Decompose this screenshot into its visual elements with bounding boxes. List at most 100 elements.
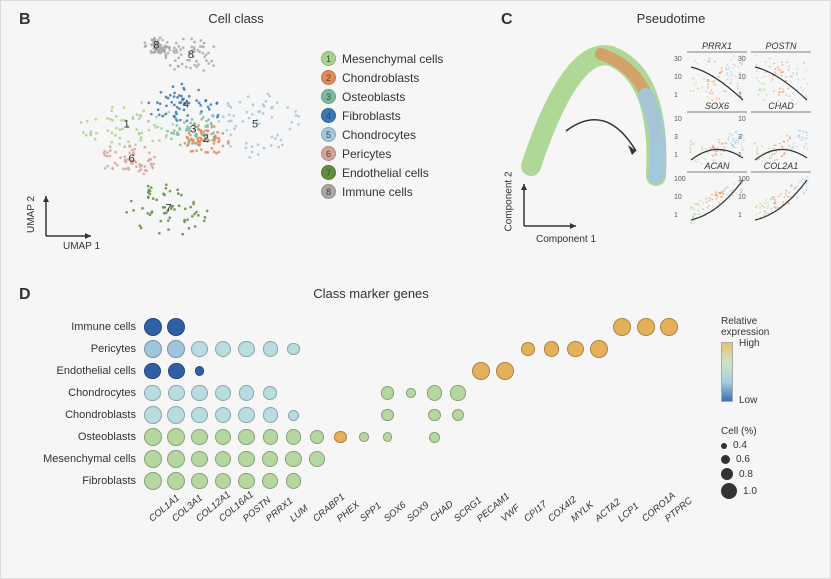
size-legend-row: 1.0 [721, 483, 811, 499]
size-legend-dot [721, 455, 730, 464]
dotplot-dot [238, 473, 255, 490]
dotplot-dot [144, 450, 162, 468]
legend-swatch: 8 [321, 184, 336, 199]
dotplot-dot [383, 432, 393, 442]
legend-item: 8 Immune cells [321, 184, 501, 199]
dotplot-dot [637, 318, 655, 336]
dotplot-dot [144, 340, 162, 358]
size-legend-row: 0.8 [721, 468, 811, 480]
panel-c-title: Pseudotime [531, 11, 811, 26]
mini-ytick: 1 [738, 92, 742, 99]
expression-low: Low [739, 395, 760, 406]
legend-swatch: 3 [321, 89, 336, 104]
dotplot-dot [262, 451, 279, 468]
mini-ytick: 30 [674, 56, 682, 63]
dotplot-dot [544, 341, 559, 356]
dotplot-dot [144, 428, 162, 446]
legend-label: Chondroblasts [342, 71, 419, 85]
dotplot-dot [215, 473, 232, 490]
dotplot-dot [334, 431, 346, 443]
dotplot-dot [381, 386, 395, 400]
svg-text:8: 8 [188, 49, 194, 61]
legend-item: 2Chondroblasts [321, 70, 501, 85]
gene-mini-plots: PRRX130101POSTN30101SOX61031CHAD1031ACAN… [687, 51, 811, 227]
dotplot-dot [381, 409, 393, 421]
mini-plot: COL2A1100101 [751, 171, 811, 173]
expression-legend: Relative expression High Low [721, 316, 811, 406]
dotplot-dot [167, 318, 185, 336]
dotplot-gene-label: SOX9 [405, 500, 431, 525]
dotplot-dot [215, 385, 232, 402]
mini-ytick: 10 [738, 74, 746, 81]
dotplot-dot [427, 385, 442, 400]
svg-text:3: 3 [190, 123, 196, 135]
panel-b-legend: 1Mesenchymal cells2Chondroblasts3Osteobl… [321, 51, 501, 203]
dotplot-dot [215, 341, 232, 358]
dotplot-dot [359, 432, 369, 442]
legend-item: 5Chondrocytes [321, 127, 501, 142]
dotplot-dot [239, 385, 254, 400]
dotplot-dot [191, 451, 208, 468]
dotplot-row-label: Osteoblasts [31, 426, 136, 448]
svg-text:4: 4 [183, 99, 189, 111]
dotplot-dot [215, 451, 232, 468]
svg-text:7: 7 [166, 202, 172, 214]
size-legend-dot [721, 468, 733, 480]
dotplot-dot [286, 429, 301, 444]
dotplot-dot [238, 407, 255, 424]
mini-ytick: 30 [738, 56, 746, 63]
umap-x-label: UMAP 1 [63, 241, 100, 252]
dotplot-gene-label: SOX6 [382, 500, 408, 525]
dotplot-row-label: Chondroblasts [31, 404, 136, 426]
svg-text:2: 2 [203, 133, 209, 145]
dotplot-dot [285, 451, 302, 468]
pseudotime-y-label: Component 2 [504, 171, 515, 231]
legend-label: Pericytes [342, 147, 391, 161]
legend-label: Endothelial cells [342, 166, 429, 180]
dotplot-row-label: Endothelial cells [31, 360, 136, 382]
dotplot-row-label: Chondrocytes [31, 382, 136, 404]
mini-plot-title: CHAD [752, 101, 810, 111]
dotplot-dot [472, 362, 490, 380]
dotplot-dot [406, 388, 416, 398]
dotplot-dot [262, 473, 279, 490]
mini-ytick: 1 [674, 92, 678, 99]
legend-label: Immune cells [342, 185, 413, 199]
figure-page: B Cell class 761432588 UMAP 1 UMAP 2 1Me… [0, 0, 831, 579]
mini-plot-title: POSTN [752, 41, 810, 51]
svg-text:1: 1 [124, 118, 130, 130]
mini-ytick: 10 [674, 116, 682, 123]
mini-ytick: 1 [674, 212, 678, 219]
dotplot-dot [567, 341, 584, 358]
dotplot-dot [309, 451, 326, 468]
legend-item: 1Mesenchymal cells [321, 51, 501, 66]
dotplot-dot [167, 450, 185, 468]
dotplot-dot [521, 342, 535, 356]
legend-label: Fibroblasts [342, 109, 401, 123]
umap-y-label: UMAP 2 [26, 196, 37, 233]
size-legend-dot [721, 483, 737, 499]
mini-ytick: 1 [738, 212, 742, 219]
panel-d: Class marker genes Immune cellsPericytes… [31, 286, 811, 556]
legend-swatch: 6 [321, 146, 336, 161]
legend-item: 7Endothelial cells [321, 165, 501, 180]
mini-ytick: 10 [738, 116, 746, 123]
legend-swatch: 1 [321, 51, 336, 66]
dotplot-dot [450, 385, 465, 400]
expression-high: High [739, 338, 760, 349]
panel-b-label: B [19, 11, 31, 29]
dotplot-y-labels: Immune cellsPericytesEndothelial cellsCh… [31, 316, 136, 492]
mini-ytick: 100 [738, 176, 750, 183]
dotplot-dot [452, 409, 464, 421]
dotplot-dot [144, 472, 162, 490]
dotplot-area [141, 316, 681, 496]
dotplot-dot [238, 341, 255, 358]
dotplot-dot [263, 386, 277, 400]
panel-c: Pseudotime Component 1 Component 2 PRRX1… [511, 11, 811, 261]
dotplot-dot [215, 407, 232, 424]
panel-b-title: Cell class [71, 11, 401, 26]
dotplot-dot [168, 385, 185, 402]
dotplot-dot [191, 473, 208, 490]
dotplot-dot [613, 318, 631, 336]
dotplot-dot [191, 407, 208, 424]
